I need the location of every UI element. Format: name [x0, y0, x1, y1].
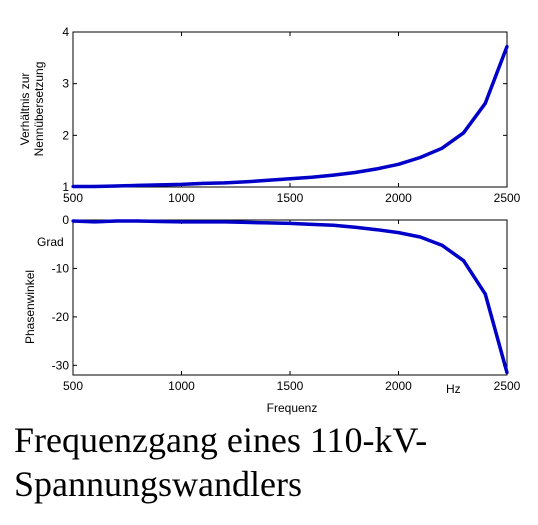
- bottom-data-point: [245, 220, 249, 225]
- top-data-point: [440, 146, 444, 150]
- bottom-data-point: [375, 228, 379, 232]
- axes-frame-bottom: [72, 219, 508, 376]
- bottom-xtick-label: 2500: [494, 379, 521, 393]
- top-data-point: [245, 180, 249, 184]
- bottom-data-point: [440, 243, 444, 247]
- bottom-data-point: [179, 220, 184, 224]
- bottom-ytick-label: -10: [52, 261, 70, 275]
- xunit-hz: Hz: [446, 382, 461, 396]
- top-xtick-label: 1000: [168, 191, 195, 205]
- top-data-point: [288, 177, 292, 181]
- top-ytick-label: 2: [62, 128, 69, 142]
- top-data-point: [375, 167, 379, 171]
- top-data-point: [331, 173, 335, 177]
- figure-caption: Frequenzgang eines 110-kV- Spannungswand…: [14, 418, 534, 506]
- top-data-point: [483, 101, 487, 105]
- top-ytick-label: 3: [62, 77, 69, 91]
- bottom-data-point: [158, 219, 162, 224]
- bottom-ticks: 500 1000 1500 2000 2500 0 -10 -20 -30: [52, 213, 521, 393]
- bottom-data-point: [114, 219, 118, 223]
- bottom-data-point: [353, 225, 357, 229]
- top-ticks: 500 1000 1500 2000 2500 1 2 3 4: [62, 25, 520, 205]
- top-data-point: [201, 181, 205, 185]
- bottom-data-point: [331, 223, 335, 227]
- axes-frame-top: [72, 31, 508, 188]
- bottom-xtick-label: 2000: [385, 379, 412, 393]
- subplot-phase: 500 1000 1500 2000 2500 0 -10 -20 -30 Phasenwink…: [23, 213, 521, 415]
- bottom-data-point: [483, 292, 487, 296]
- bottom-data-point: [288, 221, 292, 225]
- bottom-data-point: [462, 259, 466, 263]
- top-data-point: [396, 162, 401, 166]
- bottom-ytick-label: -20: [52, 310, 70, 324]
- bottom-data-point: [310, 222, 314, 226]
- top-data-point: [71, 184, 75, 189]
- top-xtick-label: 1500: [277, 191, 304, 205]
- top-data-point: [158, 183, 162, 187]
- bottom-data-point: [201, 220, 205, 224]
- top-data-point: [418, 155, 422, 160]
- top-points: [71, 44, 509, 189]
- bottom-data-point: [71, 219, 75, 223]
- top-data-point: [114, 184, 118, 188]
- figure: 500 1000 1500 2000 2500 1 2 3 4 Verhältnis zur N…: [18, 25, 521, 415]
- bottom-data-point: [505, 370, 509, 375]
- top-xtick-label: 500: [63, 191, 83, 205]
- bottom-xtick-label: 1000: [168, 379, 195, 393]
- ylabel-phase: Phasenwinkel: [23, 270, 37, 344]
- bottom-xtick-label: 1500: [277, 379, 304, 393]
- caption-line-1: Frequenzgang eines 110-kV-: [14, 420, 428, 460]
- top-xtick-label: 2000: [385, 191, 412, 205]
- top-ytick-label: 1: [62, 180, 69, 194]
- bottom-data-point: [266, 221, 270, 225]
- caption-line-2: Spannungswandlers: [14, 464, 302, 504]
- xlabel-frequenz: Frequenz: [267, 401, 318, 415]
- bottom-data-point: [223, 220, 227, 224]
- bottom-points: [71, 219, 509, 375]
- top-data-point: [462, 131, 466, 135]
- top-data-point: [93, 184, 97, 189]
- top-xtick-label: 2500: [494, 191, 521, 205]
- bottom-data-point: [136, 219, 140, 223]
- top-data-point: [179, 182, 184, 187]
- bottom-ytick-label: 0: [62, 213, 69, 227]
- ylabel-line-1: Verhältnis zur: [18, 73, 32, 146]
- top-data-point: [266, 178, 270, 182]
- bottom-data-point: [93, 220, 97, 224]
- top-data-point: [353, 170, 357, 175]
- subplot-ratio: 500 1000 1500 2000 2500 1 2 3 4 Verhältnis zur N…: [18, 25, 521, 205]
- top-data-point: [223, 181, 227, 185]
- top-data-point: [505, 44, 509, 49]
- ylabel-line-2: Nennübersetzung: [32, 62, 46, 157]
- bottom-ytick-label: -30: [52, 358, 70, 372]
- bottom-data-point: [418, 235, 422, 239]
- bottom-data-point: [396, 230, 401, 235]
- yunit-grad: Grad: [37, 235, 64, 249]
- top-ytick-label: 4: [62, 25, 69, 39]
- bottom-xtick-label: 500: [63, 379, 83, 393]
- top-data-point: [310, 175, 314, 179]
- top-data-point: [136, 183, 140, 188]
